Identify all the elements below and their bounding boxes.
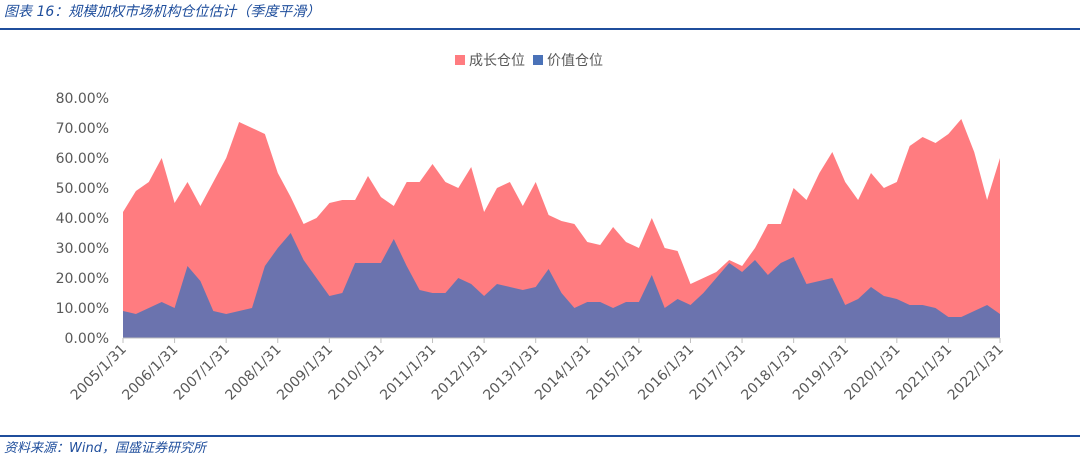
y-tick-label: 0.00% — [65, 331, 109, 347]
y-tick-label: 60.00% — [56, 151, 109, 167]
chart-title: 图表 16：规模加权市场机构仓位估计（季度平滑） — [4, 4, 320, 20]
y-tick-label: 70.00% — [56, 121, 109, 137]
y-tick-label: 10.00% — [56, 301, 109, 317]
legend-swatch — [533, 55, 543, 65]
y-tick-label: 50.00% — [56, 181, 109, 197]
x-tick-label: 2022/1/31 — [945, 342, 1007, 404]
legend-swatch — [455, 55, 465, 65]
legend-label: 价值仓位 — [547, 53, 603, 69]
y-tick-label: 20.00% — [56, 271, 109, 287]
y-tick-label: 40.00% — [56, 211, 109, 227]
plot: 0.00% 10.00% 20.00% 30.00% 40.00% 50.00% 60.00… — [56, 53, 1007, 404]
y-tick-label: 80.00% — [56, 91, 109, 107]
source-note: 资料来源：Wind，国盛证券研究所 — [4, 440, 208, 456]
y-tick-label: 30.00% — [56, 241, 109, 257]
area-1 — [123, 233, 1000, 338]
legend-label: 成长仓位 — [469, 53, 525, 69]
